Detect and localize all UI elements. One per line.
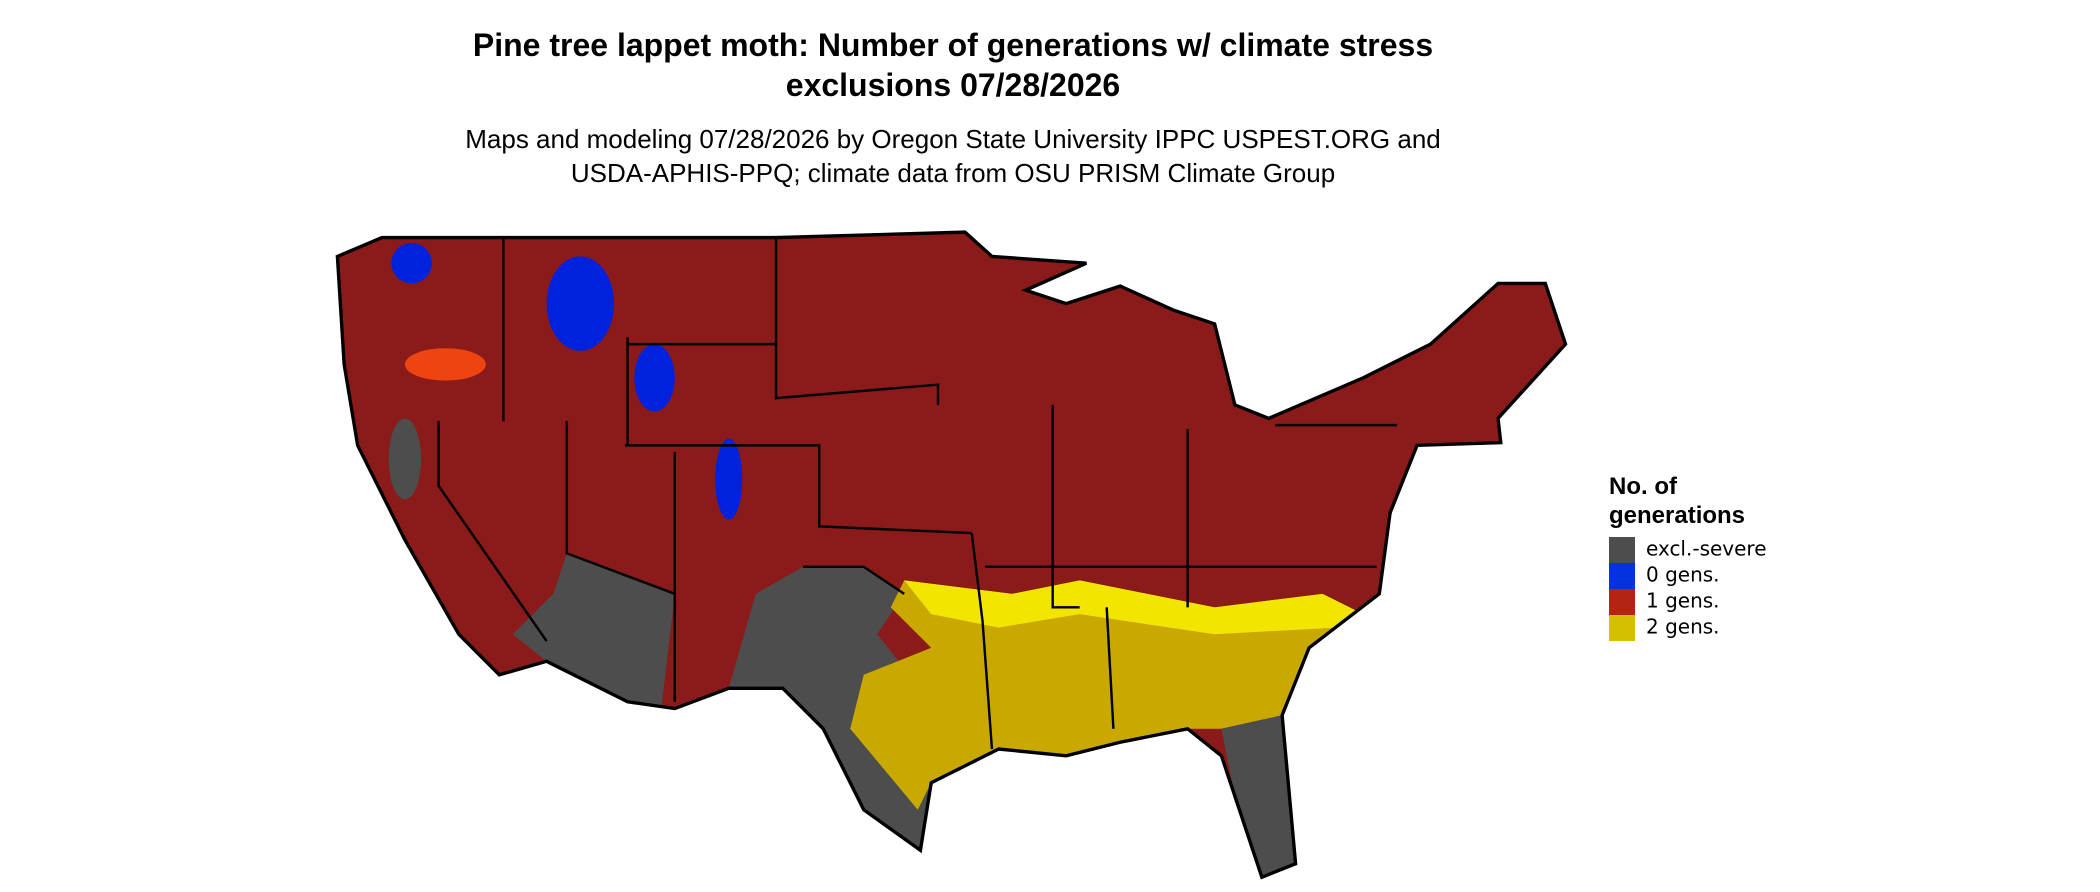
legend-title: generations — [1609, 502, 1745, 529]
legend-swatch — [1609, 537, 1635, 563]
region-excl — [512, 553, 675, 709]
legend-label: 1 gens. — [1646, 589, 1720, 613]
title-line: exclusions 07/28/2026 — [786, 67, 1120, 103]
region-excl — [388, 418, 422, 500]
subtitle-line: Maps and modeling 07/28/2026 by Oregon S… — [465, 124, 1441, 154]
region-0gen — [546, 256, 615, 351]
region-0gen — [715, 438, 743, 520]
state-borders — [437, 237, 1397, 750]
region-1gen-light — [404, 348, 486, 381]
legend-label: 2 gens. — [1646, 615, 1720, 639]
legend-swatch — [1609, 563, 1635, 589]
region-2gen-light — [904, 580, 1364, 635]
subtitle-line: USDA-APHIS-PPQ; climate data from OSU PR… — [571, 158, 1335, 188]
legend-label: 0 gens. — [1646, 563, 1720, 587]
legend-swatch — [1609, 615, 1635, 641]
legend-label: excl.-severe — [1646, 537, 1767, 561]
region-0gen — [634, 344, 675, 412]
legend-swatch — [1609, 589, 1635, 615]
region-excl — [728, 566, 932, 864]
region-2gen — [850, 580, 1364, 810]
region-0gen — [391, 242, 432, 284]
legend-title: No. of — [1609, 473, 1678, 500]
title-line: Pine tree lappet moth: Number of generat… — [473, 27, 1433, 63]
region-excl — [1221, 715, 1296, 878]
